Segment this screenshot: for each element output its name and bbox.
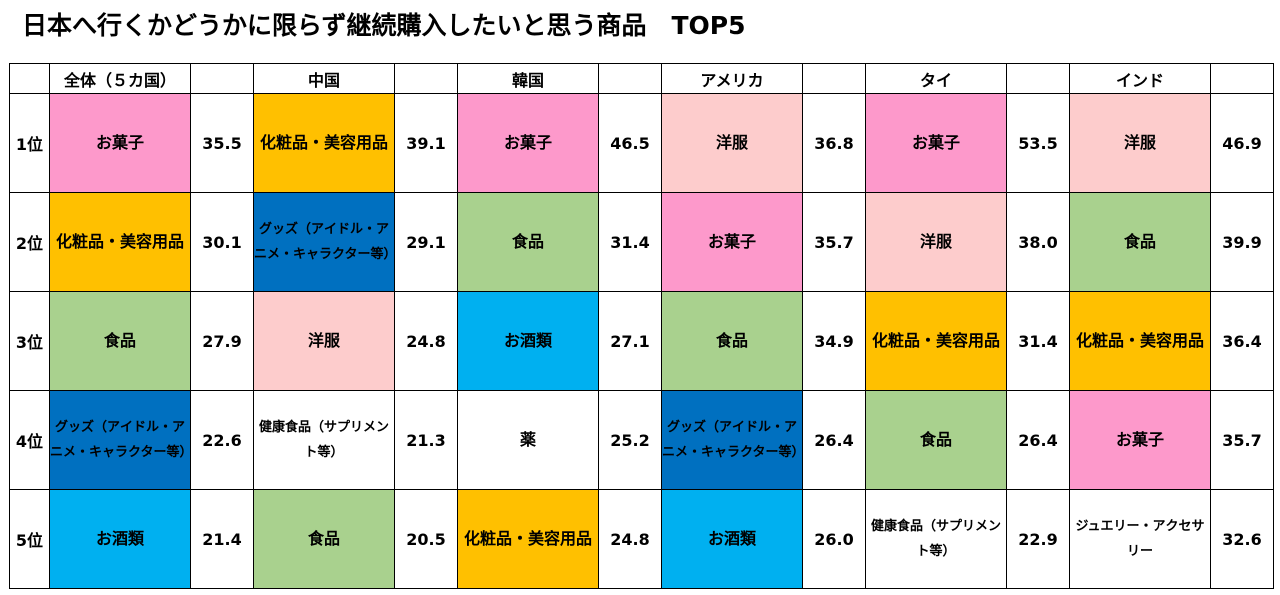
item-cell: お酒類 — [49, 489, 191, 589]
value-cell: 26.4 — [802, 390, 866, 490]
item-cell: 洋服 — [1069, 93, 1211, 193]
column-header: 韓国 — [457, 63, 599, 94]
item-cell: 化粧品・美容用品 — [253, 93, 395, 193]
item-cell: グッズ（アイドル・アニメ・キャラクター等） — [49, 390, 192, 490]
value-cell: 30.1 — [190, 192, 254, 292]
value-cell: 27.1 — [598, 291, 662, 391]
table-row: 5位 お酒類 21.4 食品 20.5 化粧品・美容用品 24.8 お酒類 26.0 健康食品（サ… — [9, 489, 1274, 589]
item-cell: お酒類 — [457, 291, 599, 391]
value-cell: 36.8 — [802, 93, 866, 193]
item-cell: グッズ（アイドル・アニメ・キャラクター等） — [253, 192, 396, 292]
value-cell: 24.8 — [394, 291, 458, 391]
value-cell: 31.4 — [1006, 291, 1070, 391]
item-cell: ジュエリー・アクセサリー — [1069, 489, 1211, 589]
column-header-value-cell — [394, 63, 458, 94]
column-header-value-cell — [802, 63, 866, 94]
value-cell: 27.9 — [190, 291, 254, 391]
value-cell: 24.8 — [598, 489, 662, 589]
item-cell: 食品 — [49, 291, 191, 391]
value-cell: 39.1 — [394, 93, 458, 193]
value-cell: 35.5 — [190, 93, 254, 193]
item-cell: 化粧品・美容用品 — [865, 291, 1007, 391]
column-header-value-cell — [1006, 63, 1070, 94]
column-header-value-cell — [190, 63, 254, 94]
column-header-value-cell — [598, 63, 662, 94]
rank-label: 2位 — [9, 192, 50, 292]
value-cell: 34.9 — [802, 291, 866, 391]
value-cell: 21.3 — [394, 390, 458, 490]
item-cell: お菓子 — [1069, 390, 1211, 490]
rank-label: 3位 — [9, 291, 50, 391]
item-cell: 洋服 — [865, 192, 1007, 292]
value-cell: 22.9 — [1006, 489, 1070, 589]
item-cell: 洋服 — [661, 93, 803, 193]
column-header: 全体（５カ国） — [49, 63, 191, 94]
value-cell: 32.6 — [1210, 489, 1274, 589]
value-cell: 29.1 — [394, 192, 458, 292]
item-cell: 化粧品・美容用品 — [457, 489, 599, 589]
value-cell: 35.7 — [802, 192, 866, 292]
column-header: タイ — [865, 63, 1007, 94]
value-cell: 22.6 — [190, 390, 254, 490]
value-cell: 46.5 — [598, 93, 662, 193]
rank-label: 4位 — [9, 390, 50, 490]
value-cell: 25.2 — [598, 390, 662, 490]
item-cell: 化粧品・美容用品 — [49, 192, 191, 292]
item-cell: お菓子 — [661, 192, 803, 292]
item-cell: 洋服 — [253, 291, 395, 391]
item-cell: 化粧品・美容用品 — [1069, 291, 1211, 391]
ranking-table: 全体（５カ国） 中国 韓国 アメリカ タイ インド 1位 お菓子 35.5 化粧品・美容用品 39.… — [9, 63, 1274, 589]
table-row: 1位 お菓子 35.5 化粧品・美容用品 39.1 お菓子 46.5 洋服 36.8 お菓子 53.… — [9, 93, 1274, 193]
value-cell: 53.5 — [1006, 93, 1070, 193]
column-header-value-cell — [1210, 63, 1274, 94]
item-cell: お菓子 — [865, 93, 1007, 193]
page-title: 日本へ行くかどうかに限らず継続購入したいと思う商品 TOP5 — [22, 11, 746, 40]
column-header: アメリカ — [661, 63, 803, 94]
item-cell: 食品 — [253, 489, 395, 589]
value-cell: 20.5 — [394, 489, 458, 589]
item-cell: 健康食品（サプリメント等） — [865, 489, 1007, 589]
value-cell: 31.4 — [598, 192, 662, 292]
item-cell: グッズ（アイドル・アニメ・キャラクター等） — [661, 390, 804, 490]
table-row: 3位 食品 27.9 洋服 24.8 お酒類 27.1 食品 34.9 化粧品・美容用品 31.4 化… — [9, 291, 1274, 391]
value-cell: 21.4 — [190, 489, 254, 589]
value-cell: 26.0 — [802, 489, 866, 589]
rank-label: 5位 — [9, 489, 50, 589]
item-cell: 食品 — [661, 291, 803, 391]
item-cell: 食品 — [1069, 192, 1211, 292]
table-row: 2位 化粧品・美容用品 30.1 グッズ（アイドル・アニメ・キャラクター等） 29.1 食… — [9, 192, 1274, 292]
value-cell: 36.4 — [1210, 291, 1274, 391]
value-cell: 35.7 — [1210, 390, 1274, 490]
value-cell: 39.9 — [1210, 192, 1274, 292]
item-cell: 食品 — [457, 192, 599, 292]
rank-label: 1位 — [9, 93, 50, 193]
item-cell: 食品 — [865, 390, 1007, 490]
item-cell: 薬 — [457, 390, 599, 490]
value-cell: 26.4 — [1006, 390, 1070, 490]
item-cell: お酒類 — [661, 489, 803, 589]
value-cell: 46.9 — [1210, 93, 1274, 193]
value-cell: 38.0 — [1006, 192, 1070, 292]
item-cell: お菓子 — [49, 93, 191, 193]
column-header: 中国 — [253, 63, 395, 94]
item-cell: 健康食品（サプリメント等） — [253, 390, 395, 490]
table-row: 4位 グッズ（アイドル・アニメ・キャラクター等） 22.6 健康食品（サプリメント等）… — [9, 390, 1274, 490]
column-header: インド — [1069, 63, 1211, 94]
table-body: 全体（５カ国） 中国 韓国 アメリカ タイ インド 1位 お菓子 35.5 化粧品・美容用品 39.… — [9, 63, 1274, 589]
header-row: 全体（５カ国） 中国 韓国 アメリカ タイ インド — [9, 63, 1274, 94]
item-cell: お菓子 — [457, 93, 599, 193]
corner-cell — [9, 63, 50, 94]
